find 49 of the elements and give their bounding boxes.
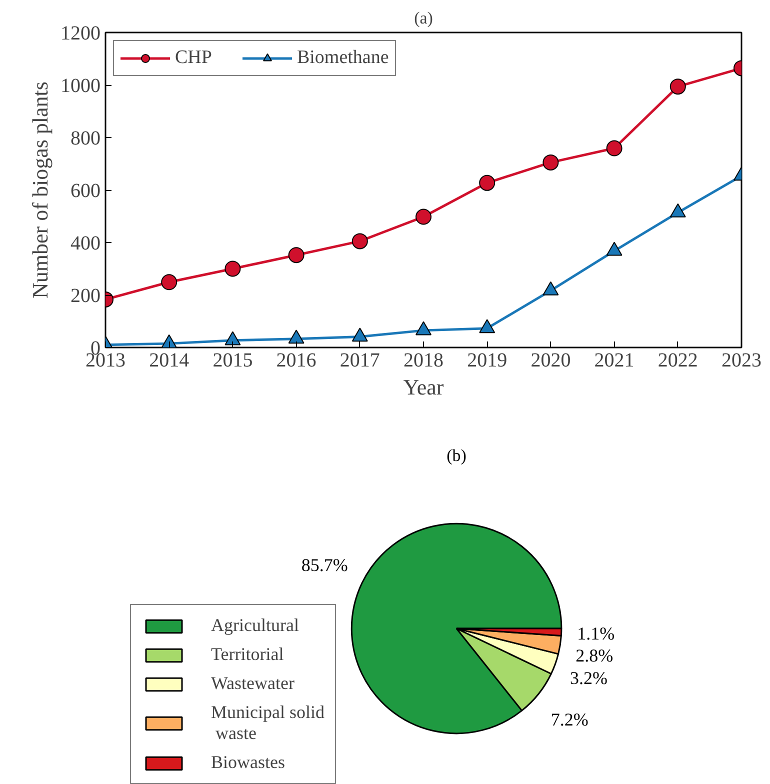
- point: [224, 260, 241, 277]
- legend-label: Biomethane: [296, 47, 389, 69]
- legend-label: Territorial: [211, 644, 284, 665]
- y-tick-label: 400: [70, 232, 100, 254]
- point: [479, 319, 496, 334]
- x-tick-label: 2020: [530, 350, 571, 372]
- point: [224, 331, 241, 346]
- chart-title: (a): [414, 8, 433, 28]
- point: [606, 140, 622, 156]
- x-tick-label: 2019: [467, 350, 508, 372]
- x-tick-label: 2017: [340, 350, 380, 372]
- legend-label: Wastewater: [211, 673, 295, 694]
- data-label: 85.7%: [301, 555, 348, 576]
- chart-title: (b): [446, 446, 466, 465]
- legend-label: Municipal solid waste: [211, 702, 324, 744]
- point: [416, 208, 432, 225]
- point: [670, 78, 686, 95]
- y-axis-title: Number of biogas plants: [28, 82, 52, 298]
- data-label: 2.8%: [576, 646, 614, 666]
- y-tick-label: 1000: [60, 75, 100, 97]
- point: [416, 321, 432, 336]
- x-tick-label: 2015: [212, 350, 253, 372]
- x-tick-label: 2022: [658, 350, 698, 372]
- y-tick-label: 200: [70, 285, 100, 307]
- point: [288, 247, 304, 264]
- data-label: 1.1%: [577, 624, 615, 644]
- x-tick-label: 2021: [594, 350, 634, 372]
- y-tick-label: 1200: [60, 22, 100, 44]
- point: [352, 233, 368, 250]
- point: [161, 334, 178, 348]
- legend-label: CHP: [175, 47, 212, 69]
- point: [606, 242, 622, 256]
- legend-label: Biowastes: [211, 752, 285, 773]
- y-tick-label: 800: [70, 128, 100, 150]
- x-tick-label: 2014: [149, 350, 190, 372]
- data-label: 7.2%: [550, 709, 588, 730]
- x-tick-label: 2023: [722, 350, 762, 372]
- x-axis-title: Year: [403, 374, 444, 400]
- point: [479, 174, 496, 191]
- y-tick-label: 600: [70, 180, 100, 202]
- point: [670, 203, 686, 218]
- point: [542, 281, 559, 296]
- point: [352, 328, 368, 342]
- x-tick-label: 2018: [404, 350, 444, 372]
- point: [288, 330, 304, 344]
- data-label: 3.2%: [570, 668, 608, 688]
- point: [542, 154, 559, 170]
- legend-label: Agricultural: [211, 615, 299, 636]
- x-tick-label: 2016: [276, 350, 316, 372]
